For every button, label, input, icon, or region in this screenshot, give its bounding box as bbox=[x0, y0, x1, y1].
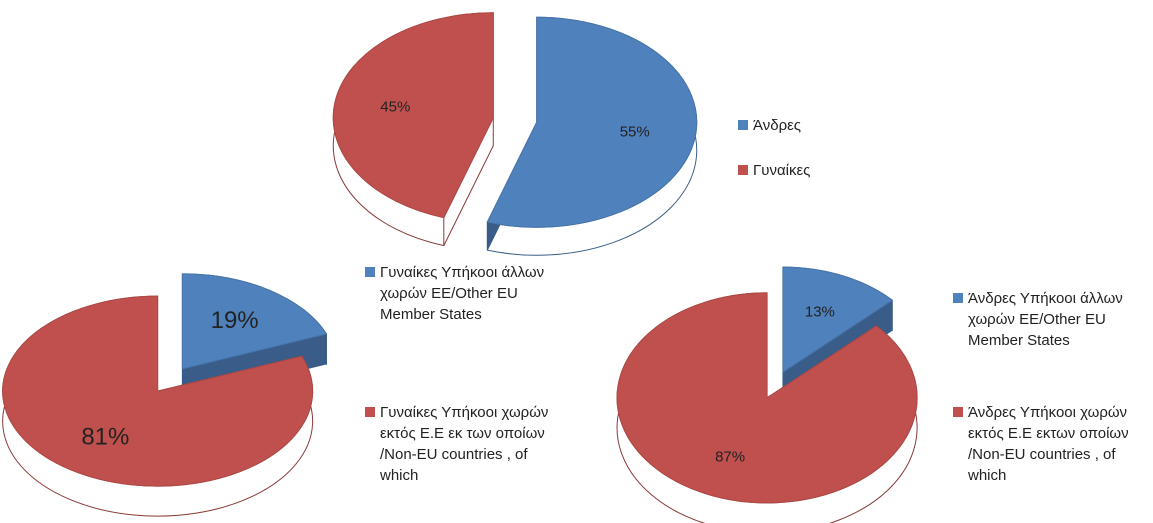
legend-swatch bbox=[953, 293, 963, 303]
legend-label: Άνδρες Υπήκοοι άλλων χωρών ΕΕ/Other EU M… bbox=[968, 290, 1123, 349]
slice bbox=[2, 295, 314, 487]
legend-item: Γυναίκες bbox=[738, 160, 878, 181]
legend-swatch bbox=[738, 120, 748, 130]
legend-label: Άνδρες bbox=[753, 117, 802, 134]
slice bbox=[181, 273, 328, 370]
legend-label: Άνδρες Υπήκοοι χωρών εκτός Ε.Ε εκτων οπο… bbox=[968, 404, 1129, 484]
slice bbox=[486, 16, 698, 228]
legend-label: Γυναίκες bbox=[753, 162, 811, 179]
legend-label: Γυναίκες Υπήκοοι χωρών εκτός Ε.Ε εκ των … bbox=[380, 404, 549, 484]
slice bbox=[332, 12, 494, 219]
legend-swatch bbox=[953, 407, 963, 417]
legend-swatch bbox=[365, 267, 375, 277]
slice-label: 45% bbox=[380, 99, 410, 116]
legend-swatch bbox=[365, 407, 375, 417]
slice bbox=[782, 266, 894, 374]
slice-label: 81% bbox=[81, 424, 129, 451]
slice-label: 55% bbox=[620, 123, 650, 140]
slice-label: 13% bbox=[805, 303, 835, 320]
legend-label: Γυναίκες Υπήκοοι άλλων χωρών ΕΕ/Other EU… bbox=[380, 264, 545, 323]
slice-label: 87% bbox=[715, 449, 745, 466]
legend-item: Γυναίκες Υπήκοοι χωρών εκτός Ε.Ε εκ των … bbox=[365, 402, 550, 486]
slice-label: 19% bbox=[211, 307, 259, 334]
legend-item: Γυναίκες Υπήκοοι άλλων χωρών ΕΕ/Other EU… bbox=[365, 262, 550, 325]
legend-item: Άνδρες bbox=[738, 115, 878, 136]
legend-item: Άνδρες Υπήκοοι άλλων χωρών ΕΕ/Other EU M… bbox=[953, 288, 1148, 351]
legend-item: Άνδρες Υπήκοοι χωρών εκτός Ε.Ε εκτων οπο… bbox=[953, 402, 1148, 486]
slice bbox=[616, 292, 918, 504]
legend-swatch bbox=[738, 165, 748, 175]
